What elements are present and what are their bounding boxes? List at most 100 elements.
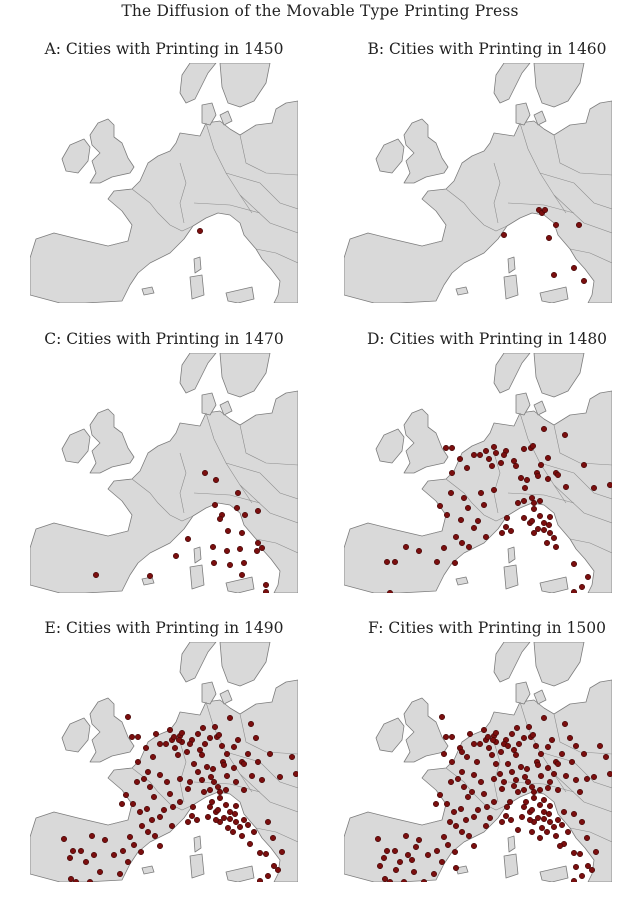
city-marker (157, 843, 164, 850)
panel-title-e: E: Cities with Printing in 1490 (44, 619, 284, 637)
city-marker (135, 734, 142, 741)
country-border (553, 134, 612, 176)
land-shape (507, 835, 516, 853)
city-marker (511, 747, 518, 754)
city-marker (545, 785, 552, 792)
city-marker (170, 804, 177, 811)
city-marker (489, 752, 496, 759)
city-marker (547, 803, 554, 810)
city-marker (521, 787, 528, 794)
city-marker (577, 789, 584, 796)
city-marker (531, 500, 538, 507)
land-shape (89, 408, 135, 474)
city-marker (491, 487, 498, 494)
city-marker (513, 463, 520, 470)
city-marker (581, 462, 588, 469)
country-border (239, 713, 298, 755)
city-marker (221, 762, 228, 769)
country-border (539, 172, 612, 210)
city-marker (210, 766, 217, 773)
city-marker (515, 827, 522, 834)
city-marker (589, 867, 596, 874)
land-shape (493, 353, 531, 394)
city-marker (443, 734, 450, 741)
city-marker (471, 452, 478, 459)
city-marker (579, 584, 586, 591)
city-marker (97, 869, 104, 876)
city-marker (457, 456, 464, 463)
city-marker (431, 871, 438, 878)
city-marker (555, 787, 562, 794)
panel-title-d: D: Cities with Printing in 1480 (366, 330, 608, 348)
city-marker (233, 819, 240, 826)
country-border (239, 484, 298, 524)
city-marker (227, 715, 234, 722)
land-shape (179, 353, 217, 394)
land-shape (225, 865, 255, 882)
city-marker (581, 278, 588, 285)
city-marker (584, 835, 591, 842)
land-shape (539, 576, 569, 593)
land-shape (30, 679, 298, 882)
city-marker (212, 502, 219, 509)
land-shape (344, 100, 612, 303)
land-shape (30, 100, 298, 303)
city-marker (255, 540, 262, 547)
land-shape (403, 408, 449, 474)
city-marker (523, 799, 530, 806)
city-marker (392, 867, 399, 874)
city-marker (434, 559, 441, 566)
city-marker (187, 741, 194, 748)
land-shape (61, 428, 91, 464)
city-marker (263, 589, 269, 593)
city-marker (576, 222, 583, 229)
city-marker (195, 731, 202, 738)
city-marker (544, 540, 551, 547)
city-marker (143, 745, 150, 752)
land-shape (375, 717, 405, 753)
city-marker (547, 779, 554, 786)
city-marker (478, 490, 485, 497)
city-marker (376, 863, 383, 870)
country-border (239, 424, 298, 466)
country-border (131, 767, 194, 811)
country-border (255, 538, 298, 554)
city-marker (535, 815, 542, 822)
city-marker (501, 452, 508, 459)
city-marker (467, 731, 474, 738)
city-marker (511, 458, 518, 465)
land-shape (225, 286, 255, 303)
land-shape (179, 642, 217, 683)
city-marker (239, 530, 246, 537)
city-marker (463, 817, 470, 824)
city-marker (176, 737, 183, 744)
city-marker (157, 741, 164, 748)
land-shape (344, 679, 612, 882)
city-marker (562, 432, 569, 439)
city-marker (387, 590, 393, 593)
country-border (553, 424, 612, 466)
land-shape (219, 400, 233, 416)
city-marker (213, 477, 220, 484)
city-marker (469, 789, 476, 796)
city-marker (248, 721, 255, 728)
city-marker (475, 518, 482, 525)
city-marker (585, 863, 592, 870)
city-marker (491, 776, 498, 783)
city-marker (545, 744, 552, 751)
city-marker (449, 734, 456, 741)
city-marker (237, 546, 244, 553)
city-marker (471, 772, 478, 779)
city-marker (458, 517, 465, 524)
city-marker (241, 787, 248, 794)
city-marker (60, 836, 67, 843)
city-marker (191, 761, 198, 768)
city-marker (526, 724, 533, 731)
country-border (493, 162, 501, 224)
city-marker (225, 528, 232, 535)
land-shape (503, 853, 519, 879)
city-marker (514, 725, 521, 732)
city-marker (522, 485, 529, 492)
city-marker (185, 819, 192, 826)
city-marker (541, 797, 548, 804)
